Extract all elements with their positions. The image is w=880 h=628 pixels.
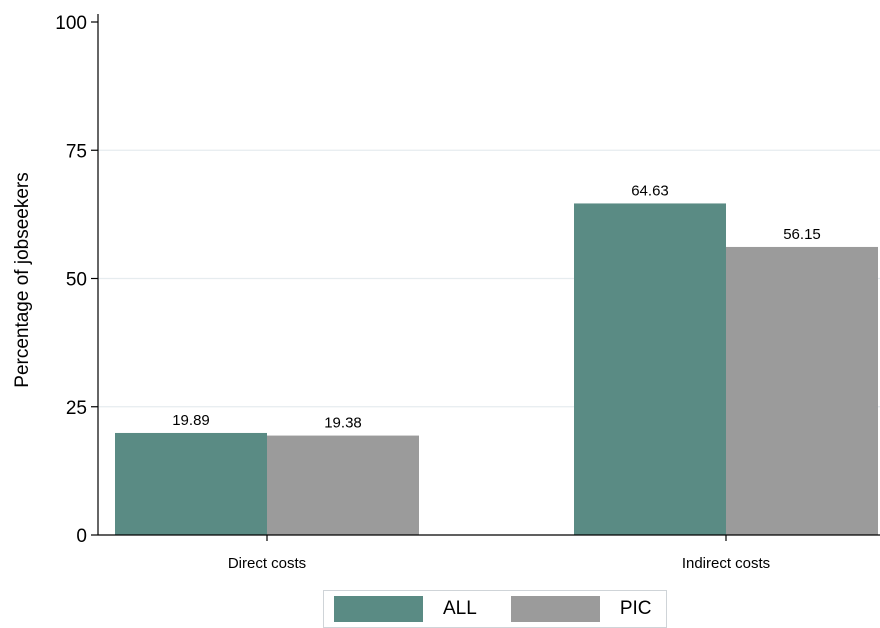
value-label-all-direct: 19.89 bbox=[172, 412, 210, 429]
y-tick-label-0: 0 bbox=[76, 526, 87, 547]
legend-swatch-pic bbox=[510, 596, 600, 622]
axes bbox=[91, 14, 880, 541]
y-tick-label-75: 75 bbox=[66, 141, 87, 162]
bar-all-indirect bbox=[574, 203, 726, 535]
x-tick-label-1: Indirect costs bbox=[682, 555, 770, 572]
y-tick-label-25: 25 bbox=[66, 398, 87, 419]
bar-all-direct bbox=[115, 432, 267, 535]
value-label-pic-indirect: 56.15 bbox=[783, 226, 821, 243]
x-tick-label-0: Direct costs bbox=[228, 555, 306, 572]
bar-pic-indirect bbox=[726, 246, 878, 535]
y-axis-label: Percentage of jobseekers bbox=[12, 172, 33, 387]
legend-item-all: ALL bbox=[334, 596, 477, 622]
y-tick-label-100: 100 bbox=[55, 13, 87, 34]
value-label-pic-direct: 19.38 bbox=[324, 415, 362, 432]
y-tick-label-50: 50 bbox=[66, 270, 87, 291]
legend-item-pic: PIC bbox=[510, 596, 652, 622]
bar-chart: 0 25 50 75 100 19.89 19.38 Direct costs 64.63 56.… bbox=[12, 13, 880, 572]
legend: ALL PIC bbox=[323, 590, 667, 628]
legend-label-all: ALL bbox=[443, 598, 477, 619]
value-label-all-indirect: 64.63 bbox=[631, 182, 669, 199]
legend-swatch-all bbox=[334, 596, 423, 622]
bar-pic-direct bbox=[267, 435, 419, 535]
labels: 0 25 50 75 100 19.89 19.38 Direct costs 64.63 56.… bbox=[55, 13, 820, 572]
bars bbox=[115, 203, 878, 535]
legend-label-pic: PIC bbox=[619, 598, 652, 619]
